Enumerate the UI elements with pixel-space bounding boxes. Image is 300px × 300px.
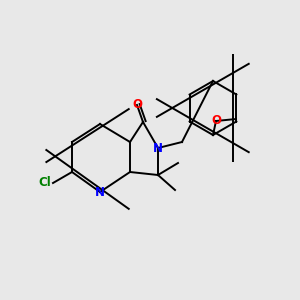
Text: Cl: Cl bbox=[39, 176, 51, 190]
Text: O: O bbox=[211, 115, 221, 128]
Text: N: N bbox=[153, 142, 163, 154]
Text: N: N bbox=[95, 185, 105, 199]
Text: O: O bbox=[132, 98, 142, 112]
